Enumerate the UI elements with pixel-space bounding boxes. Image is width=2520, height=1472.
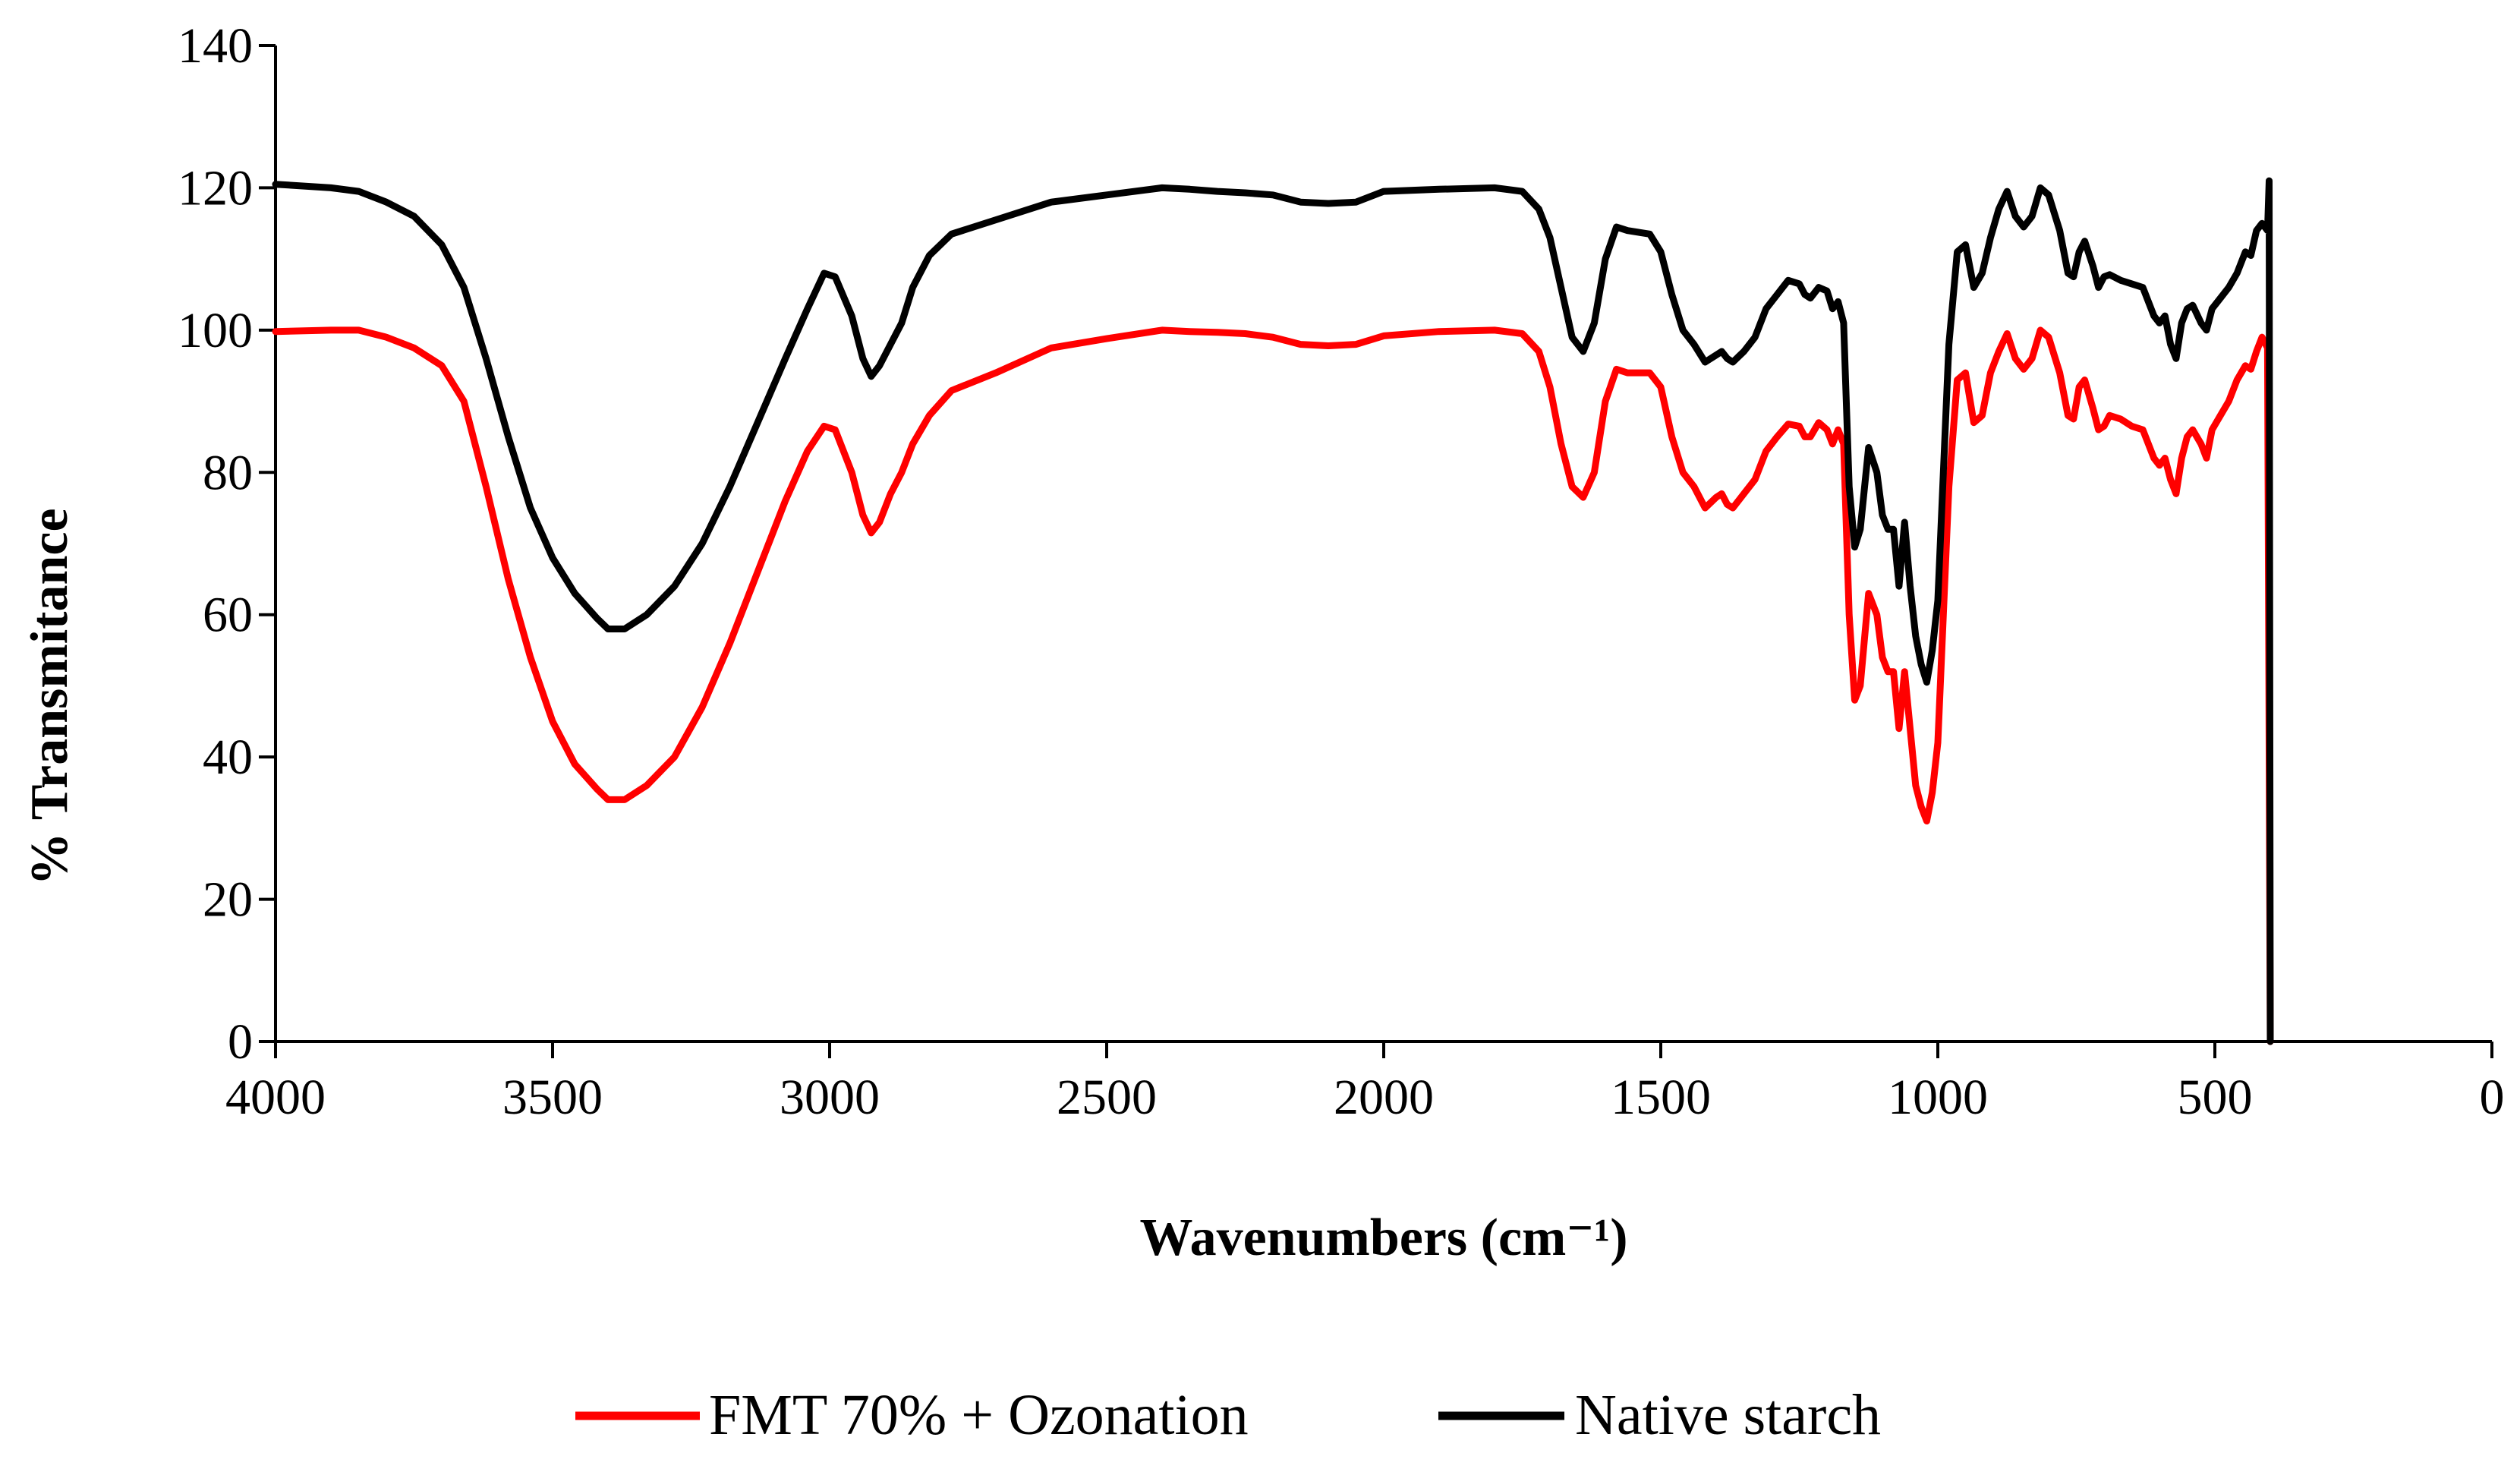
legend: FMT 70% + Ozonation Native starch: [575, 1383, 1881, 1447]
y-axis-title: % Transmitance: [20, 508, 79, 885]
y-tick-label: 100: [178, 303, 253, 358]
x-tick-label: 3500: [502, 1070, 603, 1125]
x-tick-label: 2000: [1334, 1070, 1434, 1125]
x-tick-label: 4000: [225, 1070, 326, 1125]
y-tick-label: 80: [203, 445, 253, 500]
x-tick-label: 500: [2178, 1070, 2253, 1125]
y-tick-label: 60: [203, 588, 253, 643]
y-tick-label: 40: [203, 730, 253, 785]
x-axis-title: Wavenumbers (cm⁻¹): [1139, 1209, 1627, 1267]
x-tick-label: 1500: [1611, 1070, 1711, 1125]
series-layer: [272, 177, 2274, 1045]
y-tick-label: 140: [178, 18, 253, 74]
legend-label-native-starch: Native starch: [1575, 1383, 1881, 1447]
legend-label-fmt-ozonation: FMT 70% + Ozonation: [709, 1383, 1249, 1447]
tick-labels: 0 20 40 60 80 100 120 140 4000 3500 3000 2500 2000 15…: [178, 18, 2505, 1125]
series-line-native-starch: [272, 177, 2274, 1045]
axes: [259, 44, 2493, 1058]
y-tick-label: 120: [178, 160, 253, 216]
x-tick-label: 1000: [1888, 1070, 1988, 1125]
x-tick-label: 0: [2480, 1070, 2505, 1125]
y-tick-label: 20: [203, 872, 253, 928]
y-tick-label: 0: [228, 1014, 253, 1070]
series-line-fmt-ozonation: [272, 326, 2274, 1045]
x-tick-label: 3000: [780, 1070, 880, 1125]
x-tick-label: 2500: [1057, 1070, 1157, 1125]
